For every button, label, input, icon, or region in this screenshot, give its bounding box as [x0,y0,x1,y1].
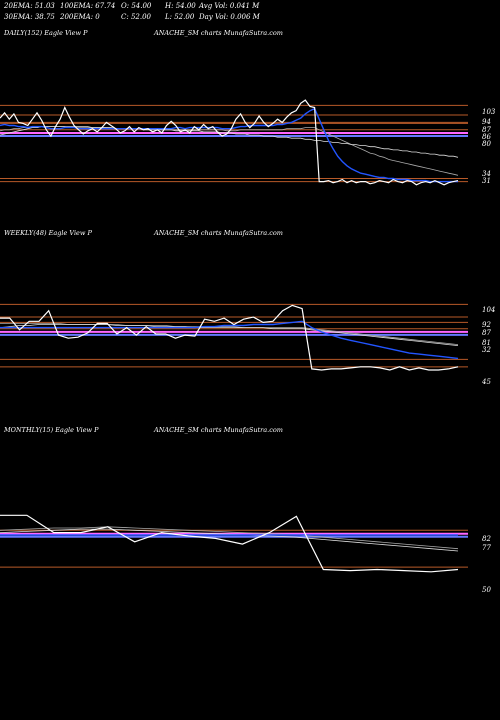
axis-label: 45 [481,378,491,386]
axis-label: 87 [482,126,491,134]
axis-label: 86 [482,133,491,141]
axis-label: 92 [482,321,491,329]
panel-title: DAILY(152) Eagle View P [3,29,88,37]
panel-title: WEEKLY(48) Eagle View P [4,229,93,237]
moving-average-line [0,126,459,158]
ema20-label: 20EMA: 51.03 [4,2,55,10]
high-label: H: 54.00 [165,2,196,10]
price-line [0,99,459,186]
axis-label: 32 [482,346,491,354]
panel-title: MONTHLY(15) Eagle View P [3,426,99,434]
close-label: C: 52.00 [121,13,151,21]
avg-vol-label: Avg Vol: 0.041 M [199,2,260,10]
axis-label: 87 [482,329,491,337]
moving-average-line [0,526,459,550]
price-line [0,304,459,371]
low-label: L: 52.00 [165,13,195,21]
ema100-label: 100EMA: 67.74 [60,2,116,10]
axis-label: 81 [482,339,491,347]
axis-label: 50 [482,586,491,594]
ema-line [0,320,459,360]
axis-label: 103 [482,108,496,116]
ema30-label: 30EMA: 38.75 [4,13,55,21]
axis-label: 104 [482,306,495,314]
axis-label: 82 [482,535,491,543]
panel-subtitle: ANACHE_SM charts MunafaSutra.com [153,229,283,237]
panel-subtitle: ANACHE_SM charts MunafaSutra.com [153,426,283,434]
axis-label: 34 [482,170,491,178]
axis-label: 80 [482,140,491,148]
day-vol-label: Day Vol: 0.006 M [199,13,260,21]
axis-label: 77 [482,544,491,552]
panel-subtitle: ANACHE_SM charts MunafaSutra.com [153,29,283,37]
axis-label: 94 [482,118,491,126]
ema-line [0,107,458,183]
price-line [0,514,459,573]
ema200-label: 200EMA: 0 [60,13,100,21]
moving-average-line [0,324,459,346]
axis-label: 31 [482,177,491,185]
open-label: O: 54.00 [121,2,152,10]
